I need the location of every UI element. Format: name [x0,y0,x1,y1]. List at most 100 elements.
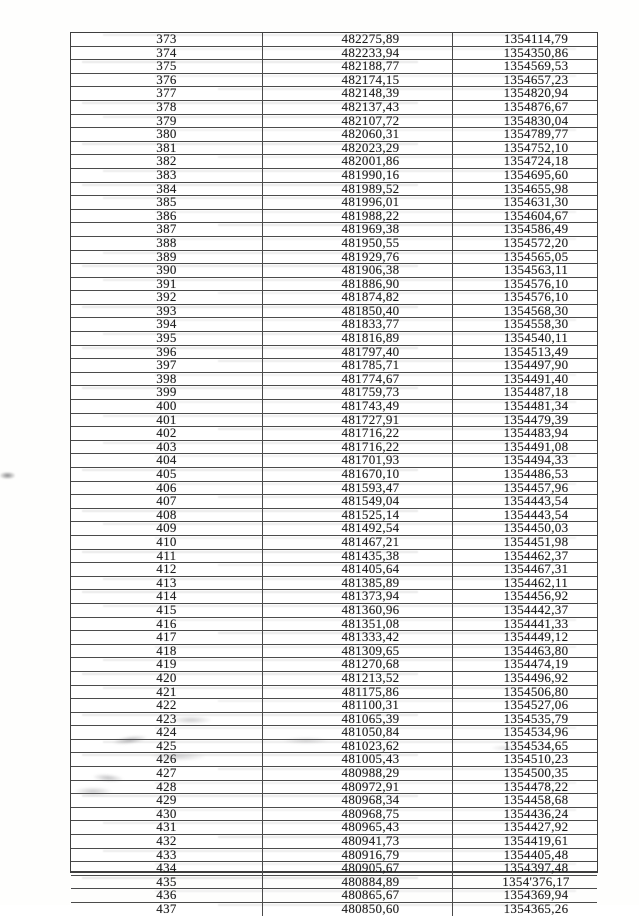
point-number-cell: 378 [71,100,263,114]
point-number-cell: 400 [71,399,263,413]
coordinate-y-cell: 1354450,03 [503,520,569,536]
coordinate-x-cell: 481874,82 [263,290,453,304]
point-number-cell: 402 [71,426,263,440]
coordinate-y-cell: 1354527,06 [503,697,569,713]
point-number-cell: 421 [71,685,263,699]
coordinate-y-cell: 1354474,19 [503,656,569,672]
point-number-cell: 424 [71,725,263,739]
coordinate-x-cell: 481405,64 [263,562,453,576]
point-number-cell: 376 [71,73,263,87]
table-row: 433 480916,79 1354405,48 [71,848,597,863]
point-number-cell: 387 [71,223,263,236]
point-number-cell: 382 [71,155,263,168]
coordinate-x-cell: 481670,10 [263,467,453,481]
coordinate-y-cell: 1354876,67 [503,98,569,114]
point-number-cell: 405 [71,467,263,481]
point-number-cell: 409 [71,522,263,535]
coordinate-y-cell: 1354655,98 [503,180,569,196]
point-number-cell: 385 [71,195,263,209]
coordinate-x-cell: 481373,94 [263,590,453,603]
coordinate-y-cell: 1354443,54 [503,506,569,522]
coordinate-y-cell: 1354443,54 [503,493,569,509]
coordinate-x-cell: 481989,52 [263,182,453,196]
coordinate-x-cell: 481774,67 [263,372,453,386]
coordinate-y-cell: 1354427,92 [503,819,569,835]
coordinate-y-cell: 1354369,94 [503,887,569,903]
point-number-cell: 388 [71,236,263,250]
coordinate-y-cell: 1354350,86 [503,44,569,60]
point-number-cell: 375 [71,59,263,73]
coordinate-y-cell: 1354534,65 [503,737,569,753]
coordinate-x-cell: 481213,52 [263,671,453,685]
point-number-cell: 391 [71,277,263,291]
coordinate-x-cell: 482060,31 [263,127,453,141]
point-number-cell: 403 [71,440,263,454]
point-number-cell: 420 [71,671,263,685]
coordinate-y-cell: 1354463,80 [503,642,569,658]
coordinate-y-cell: 1354496,92 [503,669,569,685]
coordinate-y-cell: 1354479,39 [503,411,569,427]
coordinate-x-cell: 481360,96 [263,603,453,617]
coordinate-x-cell: 482001,86 [263,155,453,168]
coordinate-y-cell: 1354457,96 [503,479,569,495]
coordinate-x-cell: 480968,75 [263,807,453,821]
point-number-cell: 380 [71,127,263,141]
coordinate-x-cell: 481797,40 [263,345,453,359]
point-number-cell: 426 [71,753,263,767]
coordinate-y-cell: 1354724,18 [503,153,569,169]
point-number-cell: 427 [71,766,263,780]
table-row: 396 481797,40 1354513,49 [71,345,597,360]
coordinate-x-cell: 481385,89 [263,576,453,590]
point-number-cell: 413 [71,576,263,590]
point-number-cell: 433 [71,848,263,862]
coordinate-y-cell: 1354491,40 [503,370,569,386]
point-number-cell: 398 [71,372,263,386]
coordinate-x-cell: 481065,39 [263,712,453,726]
coordinate-y-cell: 1354534,96 [503,724,569,740]
coordinate-y-cell: 1354830,04 [503,112,569,128]
coordinate-y-cell: 1354657,23 [503,71,569,87]
coordinate-x-cell: 481005,43 [263,753,453,767]
coordinate-y-cell: 1354478,22 [503,778,569,794]
coordinate-x-cell: 481816,89 [263,331,453,345]
coordinate-x-cell: 481435,38 [263,549,453,563]
coordinate-x-cell: 481593,47 [263,481,453,495]
coordinate-x-cell: 481996,01 [263,195,453,209]
coordinate-x-cell: 481950,55 [263,236,453,250]
coordinate-y-cell: 1354789,77 [503,126,569,142]
coordinate-y-cell: 1354491,08 [503,438,569,454]
coordinate-y-cell: 1354563,11 [503,262,569,278]
coordinate-y-cell: 1354467,31 [503,561,569,577]
coordinate-x-cell: 480941,73 [263,834,453,848]
coordinate-x-cell: 481467,21 [263,535,453,549]
point-number-cell: 404 [71,454,263,467]
coordinate-x-cell: 481833,77 [263,318,453,332]
point-number-cell: 412 [71,562,263,576]
coordinate-x-cell: 481727,91 [263,413,453,427]
point-number-cell: 416 [71,617,263,631]
coordinate-y-cell: 1354449,12 [503,629,569,645]
coordinate-y-cell: 1354462,11 [503,574,569,590]
point-number-cell: 418 [71,644,263,658]
coordinate-y-cell: 1354576,10 [503,275,569,291]
coordinate-y-cell: 1354752,10 [503,139,569,155]
coordinate-x-cell: 481701,93 [263,454,453,467]
coordinate-y-cell: 1354494,33 [503,452,569,468]
point-number-cell: 389 [71,250,263,264]
point-number-cell: 392 [71,290,263,304]
scan-smudge [0,472,15,479]
coordinate-x-cell: 481100,31 [263,698,453,712]
coordinate-x-cell: 482137,43 [263,100,453,114]
coordinate-y-cell: 1354487,18 [503,384,569,400]
coordinate-y-cell: 1354483,94 [503,425,569,441]
coordinate-y-cell: 1354441,33 [503,615,569,631]
point-number-cell: 419 [71,658,263,671]
coordinate-x-cell: 482188,77 [263,59,453,73]
point-number-cell: 394 [71,318,263,332]
coordinate-y-cell: 1354506,80 [503,683,569,699]
point-number-cell: 386 [71,209,263,223]
point-number-cell: 397 [71,358,263,372]
point-number-cell: 422 [71,698,263,712]
coordinate-x-cell: 480865,67 [263,889,453,902]
point-number-cell: 414 [71,590,263,603]
